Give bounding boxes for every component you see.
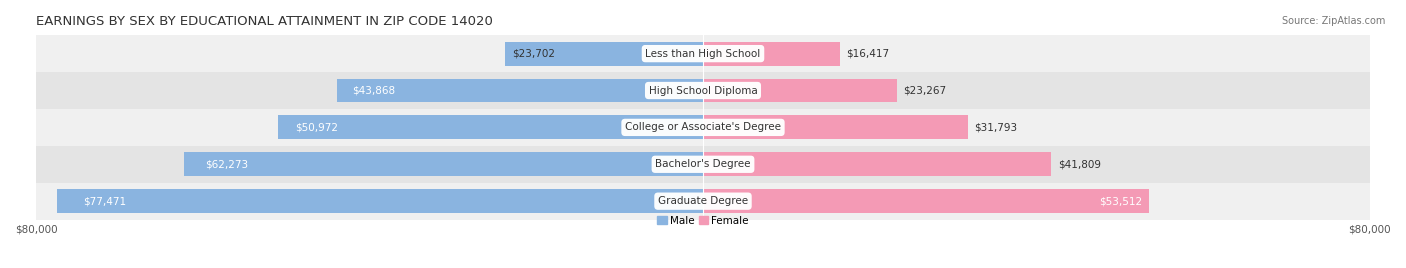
Bar	[37, 72, 1369, 109]
Bar	[37, 183, 1369, 219]
Bar	[278, 116, 703, 139]
Bar	[337, 79, 703, 102]
Text: EARNINGS BY SEX BY EDUCATIONAL ATTAINMENT IN ZIP CODE 14020: EARNINGS BY SEX BY EDUCATIONAL ATTAINMEN…	[37, 15, 494, 28]
Text: $62,273: $62,273	[205, 159, 247, 169]
Text: $53,512: $53,512	[1099, 196, 1142, 206]
Text: Bachelor's Degree: Bachelor's Degree	[655, 159, 751, 169]
Text: High School Diploma: High School Diploma	[648, 85, 758, 95]
Bar	[703, 152, 1052, 176]
Bar	[184, 152, 703, 176]
Bar	[703, 79, 897, 102]
Bar	[703, 116, 967, 139]
Bar	[703, 189, 1149, 213]
Text: $16,417: $16,417	[846, 49, 890, 59]
Text: $77,471: $77,471	[83, 196, 127, 206]
Bar	[703, 42, 839, 66]
Bar	[58, 189, 703, 213]
Text: $41,809: $41,809	[1059, 159, 1101, 169]
Bar	[37, 35, 1369, 72]
Text: Source: ZipAtlas.com: Source: ZipAtlas.com	[1281, 16, 1385, 26]
Bar	[37, 146, 1369, 183]
Text: Graduate Degree: Graduate Degree	[658, 196, 748, 206]
Bar	[506, 42, 703, 66]
Bar	[37, 109, 1369, 146]
Legend: Male, Female: Male, Female	[658, 216, 748, 226]
Text: $43,868: $43,868	[352, 85, 395, 95]
Text: $31,793: $31,793	[974, 122, 1018, 132]
Text: $50,972: $50,972	[295, 122, 339, 132]
Text: $23,267: $23,267	[904, 85, 946, 95]
Text: $23,702: $23,702	[512, 49, 555, 59]
Text: College or Associate's Degree: College or Associate's Degree	[626, 122, 780, 132]
Text: Less than High School: Less than High School	[645, 49, 761, 59]
